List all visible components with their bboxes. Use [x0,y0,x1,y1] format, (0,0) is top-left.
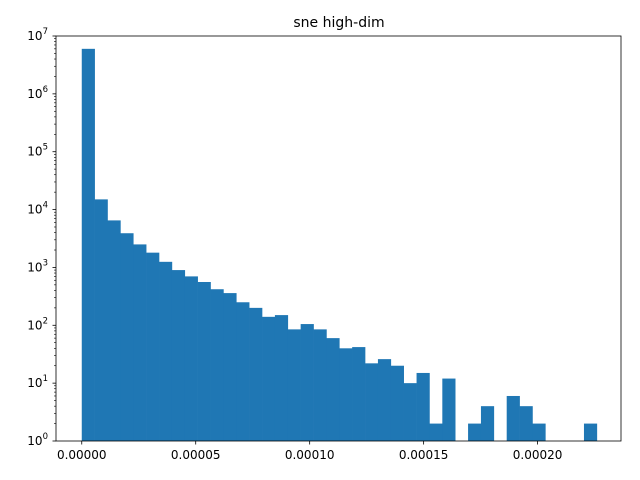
x-tick-label: 0.00000 [57,448,107,462]
plot-frame [55,35,622,442]
x-axis-ticks: 0.00000 0.00005 0.00010 0.00015 0.00020 [57,441,562,462]
histogram-bar [532,423,546,441]
histogram-bar [146,252,160,441]
x-tick-label: 0.00015 [399,448,449,462]
histogram-bar [442,378,456,441]
histogram-bar [583,423,598,441]
y-tick-label: 105 [27,143,48,159]
histogram-bar [210,289,224,441]
histogram-bar [249,307,263,441]
x-tick-label: 0.00020 [513,448,563,462]
histogram-bar [184,276,198,441]
x-tick-label: 0.00005 [171,448,221,462]
histogram-bar [223,293,237,441]
bars-group [81,48,598,441]
y-tick-label: 101 [27,374,48,390]
histogram-bar [236,302,250,441]
y-tick-label: 106 [27,85,48,101]
histogram-bar [506,395,520,441]
histogram-bar [468,423,482,441]
histogram-bar [352,347,366,441]
histogram-bar [390,365,404,441]
histogram-bar [519,406,533,441]
histogram-bar [300,324,314,441]
histogram-bar [365,363,379,441]
histogram-bar [262,316,276,441]
histogram-bar [339,348,353,441]
histogram-bar [274,315,289,441]
histogram-bar [133,244,147,441]
y-axis-ticks: 100 101 102 103 104 105 106 107 [27,27,56,448]
histogram-bar [171,270,186,441]
histogram-bar [94,199,108,441]
histogram-bar [416,372,430,441]
y-tick-label: 100 [27,432,48,448]
y-tick-label: 103 [27,258,48,274]
histogram-bar [197,281,211,441]
histogram-bar [287,329,301,441]
histogram-bar [480,406,495,441]
histogram-bar [107,220,121,441]
y-tick-label: 104 [27,201,48,217]
chart-title: sne high-dim [293,15,384,31]
histogram-bar [326,338,340,441]
x-tick-label: 0.00010 [285,448,335,462]
y-tick-label: 102 [27,316,48,332]
y-tick-label: 107 [27,27,48,43]
histogram-bar [81,48,95,441]
histogram-bar [403,383,417,441]
histogram-bar [159,261,173,441]
histogram-bar [120,233,134,441]
histogram-bar [429,423,443,441]
histogram-bar [313,329,327,441]
histogram-bar [377,359,392,441]
